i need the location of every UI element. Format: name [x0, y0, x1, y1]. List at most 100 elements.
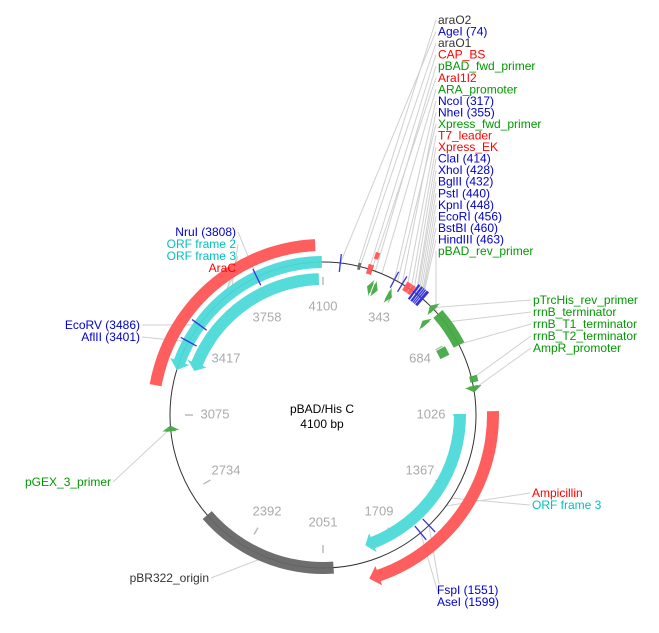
leader-line [420, 532, 440, 597]
label-ampicillin[interactable]: Ampicillin [532, 486, 583, 500]
label-orf-frame-2[interactable]: ORF frame 2 [167, 237, 237, 251]
feature-pbad-rev-primer[interactable] [419, 318, 432, 330]
label-rrnb-terminator[interactable]: rrnB_terminator [533, 305, 616, 319]
label-arac[interactable]: AraC [209, 261, 237, 275]
restriction-site-marker[interactable] [389, 271, 400, 288]
tick-mark [435, 345, 443, 351]
feature-arao2[interactable] [357, 262, 362, 271]
leader-line [471, 335, 532, 380]
tick-label: 1709 [365, 503, 394, 518]
tick-label: 1367 [406, 462, 435, 477]
label-nhei-355[interactable]: NheI (355) [438, 105, 495, 119]
restriction-site-marker[interactable] [180, 336, 197, 347]
feature-orf-frame-2[interactable] [170, 256, 322, 370]
label-pgex-3-primer[interactable]: pGEX_3_primer [25, 475, 111, 489]
leader-line [418, 193, 437, 296]
restriction-site-marker[interactable] [413, 289, 427, 305]
feature-xpress-ek[interactable] [406, 284, 416, 296]
feature-orf-frame-3[interactable] [187, 273, 320, 371]
leader-line [446, 492, 531, 507]
feature-pbad-fwd-primer[interactable] [367, 279, 375, 296]
label-arai1i2[interactable]: AraI1I2 [438, 71, 477, 85]
label-kpni-448[interactable]: KpnI (448) [438, 198, 494, 212]
label-arao1[interactable]: araO1 [438, 36, 472, 50]
restriction-site-marker[interactable] [408, 284, 421, 300]
feature-ampr-promoter[interactable] [464, 384, 482, 393]
tick-label: 3075 [201, 406, 230, 421]
feature-rrnb-terminator[interactable] [433, 309, 465, 348]
label-cap-bs[interactable]: CAP_BS [438, 48, 485, 62]
tick-label: 3758 [253, 309, 282, 324]
label-ecori-456[interactable]: EcoRI (456) [438, 209, 502, 223]
label-ampr-promoter[interactable]: AmpR_promoter [533, 341, 621, 355]
label-xpress-ek[interactable]: Xpress_EK [438, 140, 498, 154]
restriction-site-marker[interactable] [338, 253, 342, 272]
restriction-site-marker[interactable] [410, 286, 423, 302]
label-clai-414[interactable]: ClaI (414) [438, 152, 491, 166]
label-nrui-3808[interactable]: NruI (3808) [175, 225, 236, 239]
feature-pgex-3-primer[interactable] [162, 425, 180, 432]
label-t7-leader[interactable]: T7_leader [438, 129, 492, 143]
label-orf-frame-3[interactable]: ORF frame 3 [167, 249, 237, 263]
feature-arai1i2[interactable] [373, 251, 381, 260]
feature-rrnb-t1-terminator[interactable] [436, 346, 450, 360]
feature-ampicillin[interactable] [369, 410, 500, 586]
restriction-site-marker[interactable] [415, 291, 429, 306]
label-agei-74[interactable]: AgeI (74) [438, 25, 487, 39]
leader-line [210, 556, 266, 579]
label-arao2[interactable]: araO2 [438, 13, 472, 27]
tick-label: 2051 [309, 514, 338, 529]
label-orf-frame-3[interactable]: ORF frame 3 [532, 498, 602, 512]
leader-line [416, 181, 437, 295]
restriction-site-marker[interactable] [415, 290, 428, 306]
features [149, 239, 500, 586]
feature-ara-promoter[interactable] [370, 280, 378, 297]
feature-ptrchis-rev-primer[interactable] [427, 303, 440, 316]
label-leader-lines [112, 19, 532, 597]
feature-rrnb-t2-terminator[interactable] [469, 374, 479, 383]
label-rrnb-t2-terminator[interactable]: rrnB_T2_terminator [533, 329, 637, 343]
label-asei-1599[interactable]: AseI (1599) [437, 595, 499, 609]
label-aflii-3401[interactable]: AflII (3401) [81, 330, 140, 344]
restriction-site-marker[interactable] [396, 276, 408, 293]
leader-line [458, 323, 532, 345]
leader-line [473, 347, 532, 390]
label-ptrchis-rev-primer[interactable]: pTrcHis_rev_primer [533, 293, 638, 307]
label-pbad-rev-primer[interactable]: pBAD_rev_primer [438, 244, 533, 258]
restriction-site-marker[interactable] [411, 286, 424, 302]
label-rrnb-t1-terminator[interactable]: rrnB_T1_terminator [533, 317, 637, 331]
label-xpress-fwd-primer[interactable]: Xpress_fwd_primer [438, 117, 541, 131]
feature-pbr322-origin[interactable] [202, 511, 334, 574]
label-hindiii-463[interactable]: HindIII (463) [438, 232, 504, 246]
label-fspi-1551[interactable]: FspI (1551) [437, 583, 498, 597]
feature-t7-leader[interactable] [402, 281, 413, 293]
label-ncoi-317[interactable]: NcoI (317) [438, 94, 494, 108]
leader-line [410, 146, 437, 290]
label-psti-440[interactable]: PstI (440) [438, 186, 490, 200]
tick-label: 4100 [309, 298, 338, 313]
restriction-site-marker[interactable] [412, 288, 425, 303]
label-pbad-fwd-primer[interactable]: pBAD_fwd_primer [438, 59, 535, 73]
tick-mark [203, 479, 211, 485]
restriction-site-marker[interactable] [422, 518, 436, 533]
feature-xpress-fwd-primer[interactable] [383, 287, 392, 303]
feature-arac[interactable] [149, 239, 316, 387]
restriction-site-marker[interactable] [407, 284, 420, 300]
label-pbr322-origin[interactable]: pBR322_origin [130, 571, 209, 585]
label-bglii-432[interactable]: BglII (432) [438, 175, 493, 189]
label-xhoi-428[interactable]: XhoI (428) [438, 163, 494, 177]
leader-line [413, 158, 437, 292]
label-ecorv-3486[interactable]: EcoRV (3486) [65, 318, 140, 332]
tick-label: 3417 [212, 350, 241, 365]
label-bstbi-460[interactable]: BstBI (460) [438, 221, 498, 235]
restriction-site-marker[interactable] [191, 319, 208, 331]
feature-cap-bs[interactable] [365, 263, 375, 275]
leader-line [406, 135, 437, 288]
restriction-site-marker[interactable] [414, 525, 427, 541]
tick-label: 684 [409, 350, 431, 365]
feature-orf-frame-3[interactable] [365, 413, 466, 553]
restriction-site-marker[interactable] [416, 291, 430, 307]
leader-line [432, 299, 532, 309]
restriction-site-marker[interactable] [252, 268, 262, 286]
label-ara-promoter[interactable]: ARA_promoter [438, 82, 517, 96]
